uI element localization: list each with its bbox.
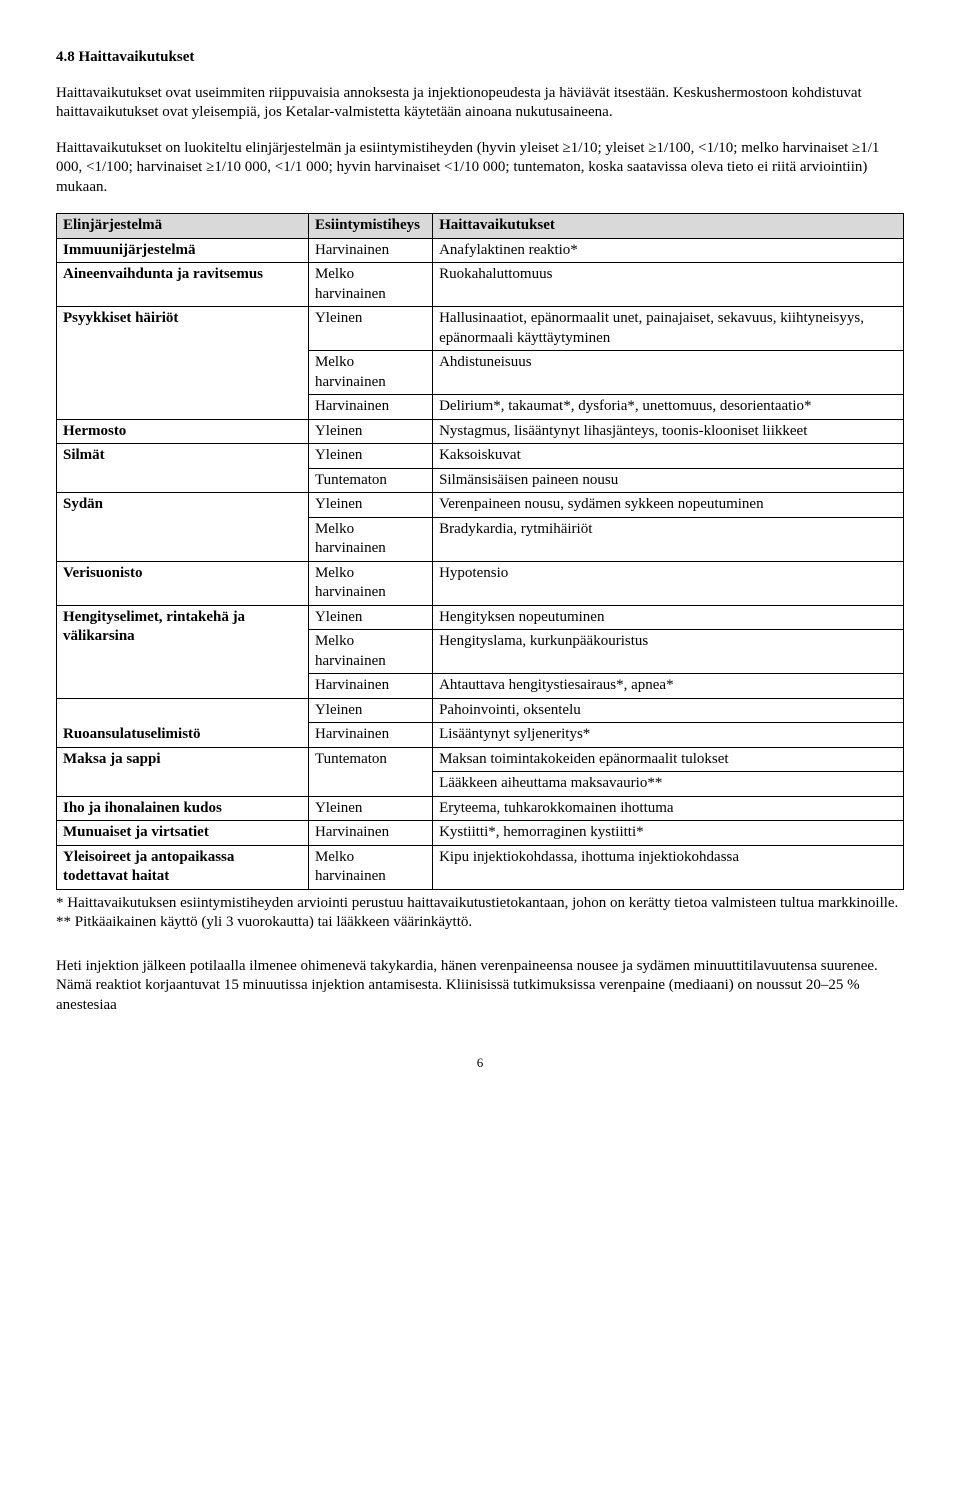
- cell-frequency: Harvinainen: [308, 723, 432, 748]
- cell-effect: Kipu injektiokohdassa, ihottuma injektio…: [433, 845, 904, 889]
- cell-system: Psyykkiset häiriöt: [57, 307, 309, 420]
- footnote-2: ** Pitkäaikainen käyttö (yli 3 vuorokaut…: [56, 913, 904, 933]
- table-row: Sydän Yleinen Verenpaineen nousu, sydäme…: [57, 493, 904, 518]
- cell-system: Munuaiset ja virtsatiet: [57, 821, 309, 846]
- cell-frequency: Yleinen: [308, 419, 432, 444]
- cell-frequency: Yleinen: [308, 307, 432, 351]
- table-row: Silmät Yleinen Kaksoiskuvat: [57, 444, 904, 469]
- section-heading: 4.8 Haittavaikutukset: [56, 48, 904, 68]
- table-row: Munuaiset ja virtsatiet Harvinainen Kyst…: [57, 821, 904, 846]
- col-header-effects: Haittavaikutukset: [433, 214, 904, 239]
- cell-system: Aineenvaihdunta ja ravitsemus: [57, 263, 309, 307]
- cell-effect: Lisääntynyt syljeneritys*: [433, 723, 904, 748]
- cell-system: Sydän: [57, 493, 309, 562]
- cell-system: Verisuonisto: [57, 561, 309, 605]
- col-header-system: Elinjärjestelmä: [57, 214, 309, 239]
- col-header-frequency: Esiintymistiheys: [308, 214, 432, 239]
- cell-system: Immuunijärjestelmä: [57, 238, 309, 263]
- cell-effect: Kaksoiskuvat: [433, 444, 904, 469]
- intro-paragraph-1: Haittavaikutukset ovat useimmiten riippu…: [56, 84, 904, 123]
- cell-frequency: Melko harvinainen: [308, 561, 432, 605]
- cell-effect: Ahdistuneisuus: [433, 351, 904, 395]
- cell-frequency: Harvinainen: [308, 395, 432, 420]
- cell-frequency: Yleinen: [308, 698, 432, 723]
- cell-frequency: Yleinen: [308, 444, 432, 469]
- cell-effect: Nystagmus, lisääntynyt lihasjänteys, too…: [433, 419, 904, 444]
- table-row: Maksa ja sappi Tuntematon Maksan toimint…: [57, 747, 904, 772]
- table-row: Aineenvaihdunta ja ravitsemus Melko harv…: [57, 263, 904, 307]
- cell-effect: Ruokahaluttomuus: [433, 263, 904, 307]
- cell-frequency: Melko harvinainen: [308, 351, 432, 395]
- closing-paragraph: Heti injektion jälkeen potilaalla ilmene…: [56, 957, 904, 1016]
- cell-system: Maksa ja sappi: [57, 747, 309, 796]
- table-row: Hengityselimet, rintakehä ja välikarsina…: [57, 605, 904, 630]
- cell-system: Hengityselimet, rintakehä ja välikarsina: [57, 605, 309, 698]
- table-row: Ruoansulatuselimistö Yleinen Pahoinvoint…: [57, 698, 904, 723]
- adverse-effects-table: Elinjärjestelmä Esiintymistiheys Haittav…: [56, 213, 904, 890]
- cell-frequency: Melko harvinainen: [308, 263, 432, 307]
- table-row: Yleisoireet ja antopaikassa todettavat h…: [57, 845, 904, 889]
- cell-frequency: Tuntematon: [308, 747, 432, 796]
- cell-effect: Silmänsisäisen paineen nousu: [433, 468, 904, 493]
- cell-effect: Maksan toimintakokeiden epänormaalit tul…: [433, 747, 904, 772]
- cell-effect: Verenpaineen nousu, sydämen sykkeen nope…: [433, 493, 904, 518]
- cell-frequency: Harvinainen: [308, 821, 432, 846]
- cell-effect: Hengityslama, kurkunpääkouristus: [433, 630, 904, 674]
- cell-frequency: Melko harvinainen: [308, 517, 432, 561]
- intro-paragraph-2: Haittavaikutukset on luokiteltu elinjärj…: [56, 139, 904, 198]
- table-row: Hermosto Yleinen Nystagmus, lisääntynyt …: [57, 419, 904, 444]
- cell-effect: Lääkkeen aiheuttama maksavaurio**: [433, 772, 904, 797]
- cell-effect: Anafylaktinen reaktio*: [433, 238, 904, 263]
- cell-effect: Delirium*, takaumat*, dysforia*, unettom…: [433, 395, 904, 420]
- cell-system: Yleisoireet ja antopaikassa todettavat h…: [57, 845, 309, 889]
- cell-effect: Hypotensio: [433, 561, 904, 605]
- cell-frequency: Melko harvinainen: [308, 630, 432, 674]
- cell-effect: Ahtauttava hengitystiesairaus*, apnea*: [433, 674, 904, 699]
- cell-effect: Bradykardia, rytmihäiriöt: [433, 517, 904, 561]
- cell-system: Silmät: [57, 444, 309, 493]
- cell-frequency: Harvinainen: [308, 238, 432, 263]
- cell-frequency: Yleinen: [308, 493, 432, 518]
- table-row: Verisuonisto Melko harvinainen Hypotensi…: [57, 561, 904, 605]
- cell-frequency: Harvinainen: [308, 674, 432, 699]
- table-header-row: Elinjärjestelmä Esiintymistiheys Haittav…: [57, 214, 904, 239]
- cell-frequency: Tuntematon: [308, 468, 432, 493]
- table-row: Psyykkiset häiriöt Yleinen Hallusinaatio…: [57, 307, 904, 351]
- cell-effect: Kystiitti*, hemorraginen kystiitti*: [433, 821, 904, 846]
- footnote-1: * Haittavaikutuksen esiintymistiheyden a…: [56, 894, 904, 914]
- cell-system: Hermosto: [57, 419, 309, 444]
- cell-system: Iho ja ihonalainen kudos: [57, 796, 309, 821]
- page-number: 6: [56, 1055, 904, 1072]
- cell-effect: Hallusinaatiot, epänormaalit unet, paina…: [433, 307, 904, 351]
- table-row: Iho ja ihonalainen kudos Yleinen Eryteem…: [57, 796, 904, 821]
- cell-effect: Hengityksen nopeutuminen: [433, 605, 904, 630]
- cell-effect: Eryteema, tuhkarokkomainen ihottuma: [433, 796, 904, 821]
- cell-frequency: Yleinen: [308, 796, 432, 821]
- cell-effect: Pahoinvointi, oksentelu: [433, 698, 904, 723]
- cell-system: Ruoansulatuselimistö: [57, 698, 309, 747]
- table-row: Immuunijärjestelmä Harvinainen Anafylakt…: [57, 238, 904, 263]
- cell-frequency: Yleinen: [308, 605, 432, 630]
- cell-frequency: Melko harvinainen: [308, 845, 432, 889]
